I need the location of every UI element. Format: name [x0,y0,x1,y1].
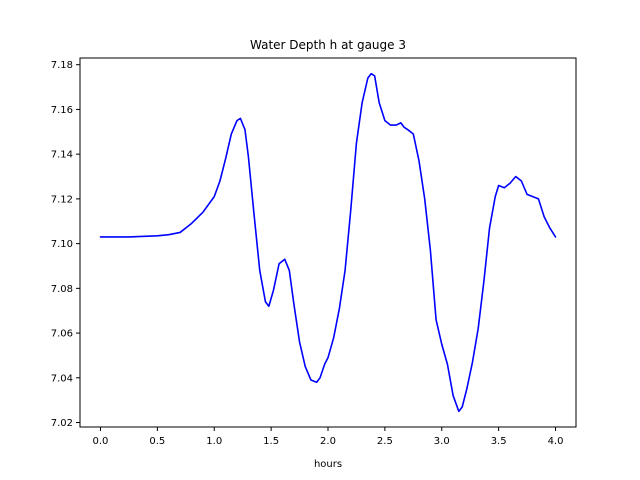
y-tick-label: 7.10 [51,239,73,250]
plot-area: 0.0 0.5 1.0 1.5 2.0 2.5 3.0 3.5 4.0 7.02 7.04 7.06 7… [51,57,577,447]
x-tick-label: 1.0 [206,436,222,447]
x-tick-label: 3.5 [491,436,507,447]
y-tick-label: 7.08 [51,284,73,295]
x-tick-label: 3.0 [434,436,450,447]
x-tick-label: 2.5 [377,436,393,447]
x-axis-label: hours [314,459,342,470]
chart-title: Water Depth h at gauge 3 [250,38,406,52]
x-tick-label: 2.0 [320,436,336,447]
x-tick-label: 1.5 [263,436,279,447]
y-tick-label: 7.16 [51,105,73,116]
x-tick-label: 4.0 [548,436,564,447]
y-tick-label: 7.18 [51,60,73,71]
series-line-0 [99,72,557,413]
y-tick-label: 7.14 [51,150,73,161]
x-tick-label: 0.5 [149,436,165,447]
y-tick-label: 7.04 [51,373,73,384]
y-tick-label: 7.06 [51,329,73,340]
y-tick-label: 7.02 [51,418,73,429]
x-tick-label: 0.0 [93,436,109,447]
y-tick-label: 7.12 [51,194,73,205]
